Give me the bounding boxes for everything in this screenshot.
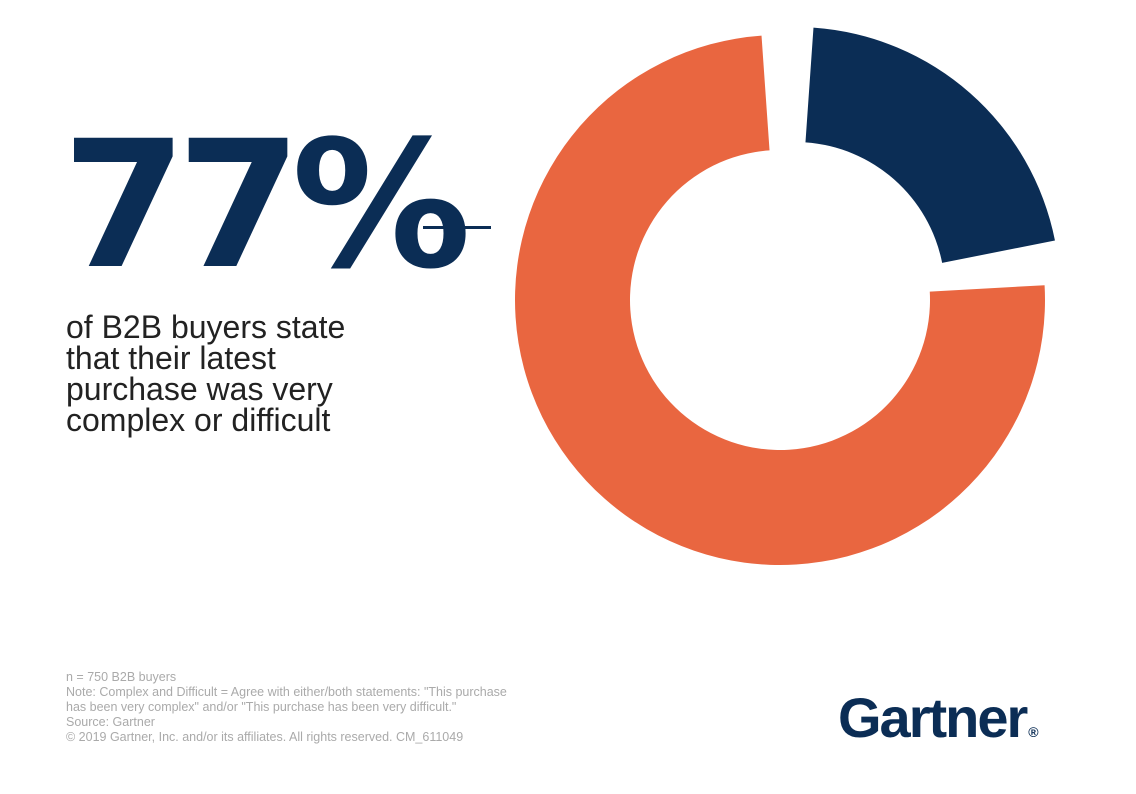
connector-line [423, 226, 491, 229]
caption-line: purchase was very [66, 371, 333, 407]
donut-slice-23 [805, 27, 1055, 263]
footnotes: n = 750 B2B buyers Note: Complex and Dif… [66, 670, 626, 745]
footnote-copyright: © 2019 Gartner, Inc. and/or its affiliat… [66, 730, 464, 744]
footnote-note-2: has been very complex" and/or "This purc… [66, 700, 457, 714]
caption-line: that their latest [66, 340, 276, 376]
headline-stat: 77% [62, 103, 471, 308]
footnote-note-1: Note: Complex and Difficult = Agree with… [66, 685, 507, 699]
gartner-logo: Gartner ® [838, 690, 1039, 746]
donut-slice-77 [515, 35, 1045, 566]
logo-text: Gartner [838, 686, 1028, 749]
headline-caption: of B2B buyers state that their latest pu… [66, 309, 426, 438]
caption-line: of B2B buyers state [66, 309, 346, 345]
footnote-source: Source: Gartner [66, 715, 155, 729]
registered-mark: ® [1028, 724, 1039, 740]
caption-line: complex or difficult [66, 402, 331, 438]
footnote-sample: n = 750 B2B buyers [66, 670, 177, 684]
